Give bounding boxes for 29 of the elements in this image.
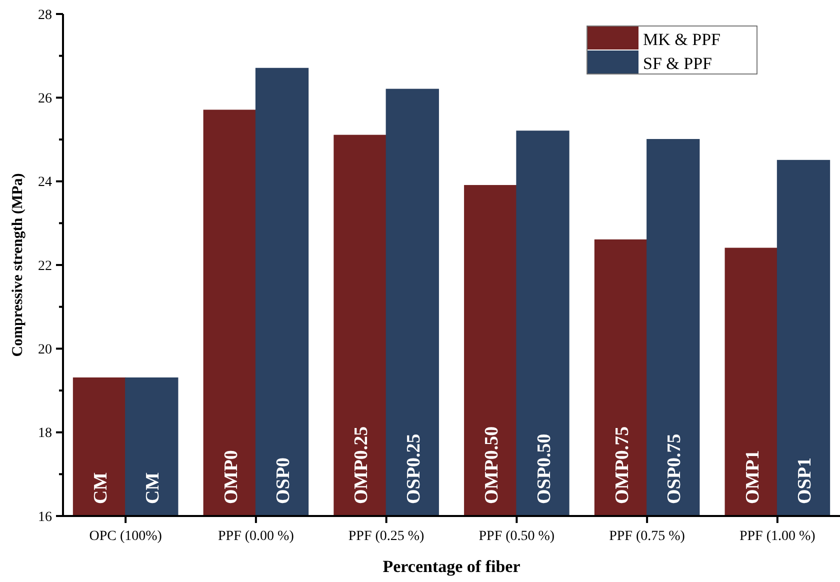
data-label: OMP0.50 — [482, 426, 503, 504]
x-tick-label: PPF (0.50 %) — [478, 529, 555, 544]
x-tick-label: PPF (0.75 %) — [609, 529, 686, 544]
y-tick-label: 24 — [38, 175, 52, 190]
y-tick-label: 28 — [38, 8, 52, 23]
y-axis-title: Compressive strength (MPa) — [10, 173, 26, 357]
y-tick-label: 18 — [38, 426, 52, 442]
data-label: OSP0.50 — [534, 434, 555, 504]
x-axis-title: Percentage of fiber — [382, 557, 521, 576]
x-tick-label: PPF (0.00 %) — [218, 529, 294, 544]
data-label: OMP0.25 — [351, 426, 372, 504]
data-label: OSP1 — [794, 458, 816, 504]
y-tick-label: 26 — [38, 92, 52, 107]
data-label: OMP0 — [220, 450, 242, 504]
data-label: OMP1 — [742, 450, 764, 504]
y-tick-label: 20 — [38, 342, 52, 358]
legend-label: SF & PPF — [643, 54, 712, 73]
x-tick-label: OPC (100%) — [89, 529, 162, 544]
legend-label: MK & PPF — [643, 30, 720, 49]
data-label: OSP0.75 — [664, 434, 686, 504]
x-tick-label: PPF (1.00 %) — [739, 529, 816, 544]
data-label: CM — [90, 472, 112, 504]
data-label: OMP0.75 — [612, 426, 633, 504]
data-label: OSP0.25 — [403, 434, 424, 504]
x-tick-label: PPF (0.25 %) — [348, 529, 425, 544]
y-tick-label: 16 — [38, 510, 52, 525]
y-tick-label: 22 — [38, 258, 52, 274]
data-label: OSP0 — [273, 458, 294, 504]
data-label: CM — [142, 472, 164, 504]
